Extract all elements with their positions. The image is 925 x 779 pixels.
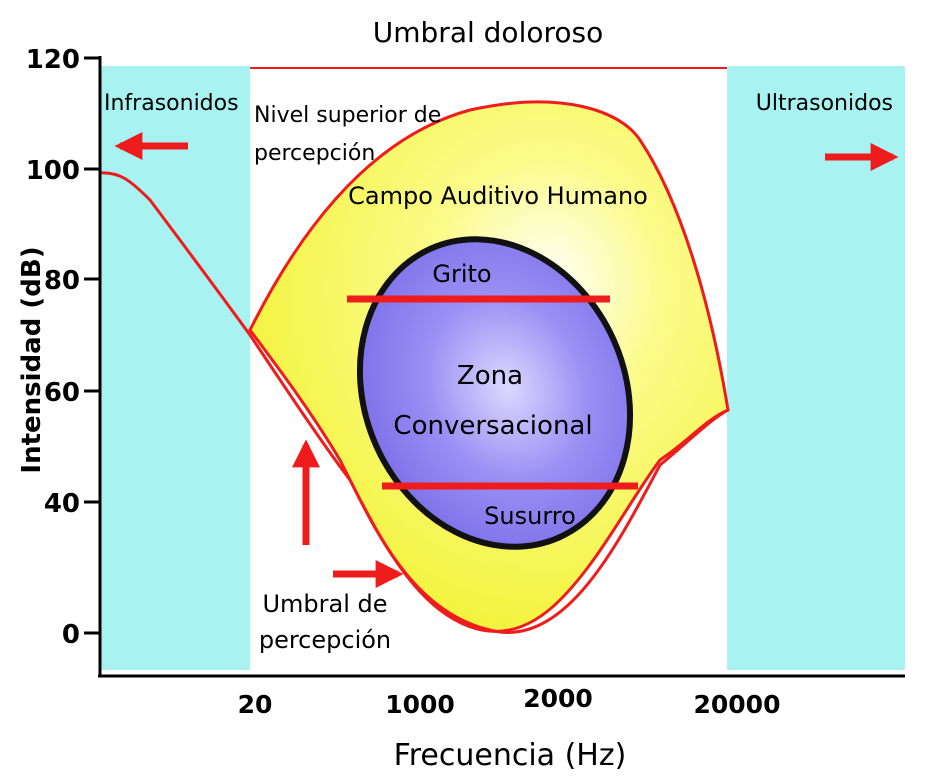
upper-perception-label-line2: percepción [254, 141, 375, 166]
lower-perception-label-line1: Umbral de [262, 590, 387, 618]
upper-perception-label-line1: Nivel superior de [254, 103, 441, 128]
y-tick-label: 40 [44, 489, 80, 519]
infrasound-label: Infrasonidos [104, 91, 239, 116]
hearing-field-label: Campo Auditivo Humano [348, 182, 648, 210]
shout-label: Grito [432, 260, 491, 288]
y-tick-label: 0 [62, 620, 80, 650]
x-tick-label: 20 [238, 690, 273, 719]
pain-threshold-title: Umbral doloroso [373, 16, 603, 49]
hearing-threshold-curve [99, 171, 729, 634]
whisper-label: Susurro [484, 502, 576, 530]
y-tick-marks [84, 56, 100, 635]
y-tick-label: 80 [44, 266, 80, 296]
x-tick-label: 2000 [523, 684, 593, 713]
y-axis-label: Intensidad (dB) [17, 246, 47, 473]
conversation-zone-label-line1: Zona [457, 361, 523, 391]
x-tick-label: 1000 [385, 690, 455, 719]
x-tick-label: 20000 [694, 690, 781, 719]
x-axis-label: Frecuencia (Hz) [394, 738, 627, 773]
lower-perception-label-line2: percepción [259, 626, 391, 654]
ultrasound-label: Ultrasonidos [756, 91, 893, 116]
y-tick-label: 120 [26, 45, 80, 75]
y-tick-label: 100 [26, 156, 80, 186]
conversation-zone [356, 236, 634, 550]
infrasound-band [100, 66, 250, 670]
y-tick-label: 60 [44, 378, 80, 408]
conversation-zone-label-line2: Conversacional [393, 411, 592, 441]
